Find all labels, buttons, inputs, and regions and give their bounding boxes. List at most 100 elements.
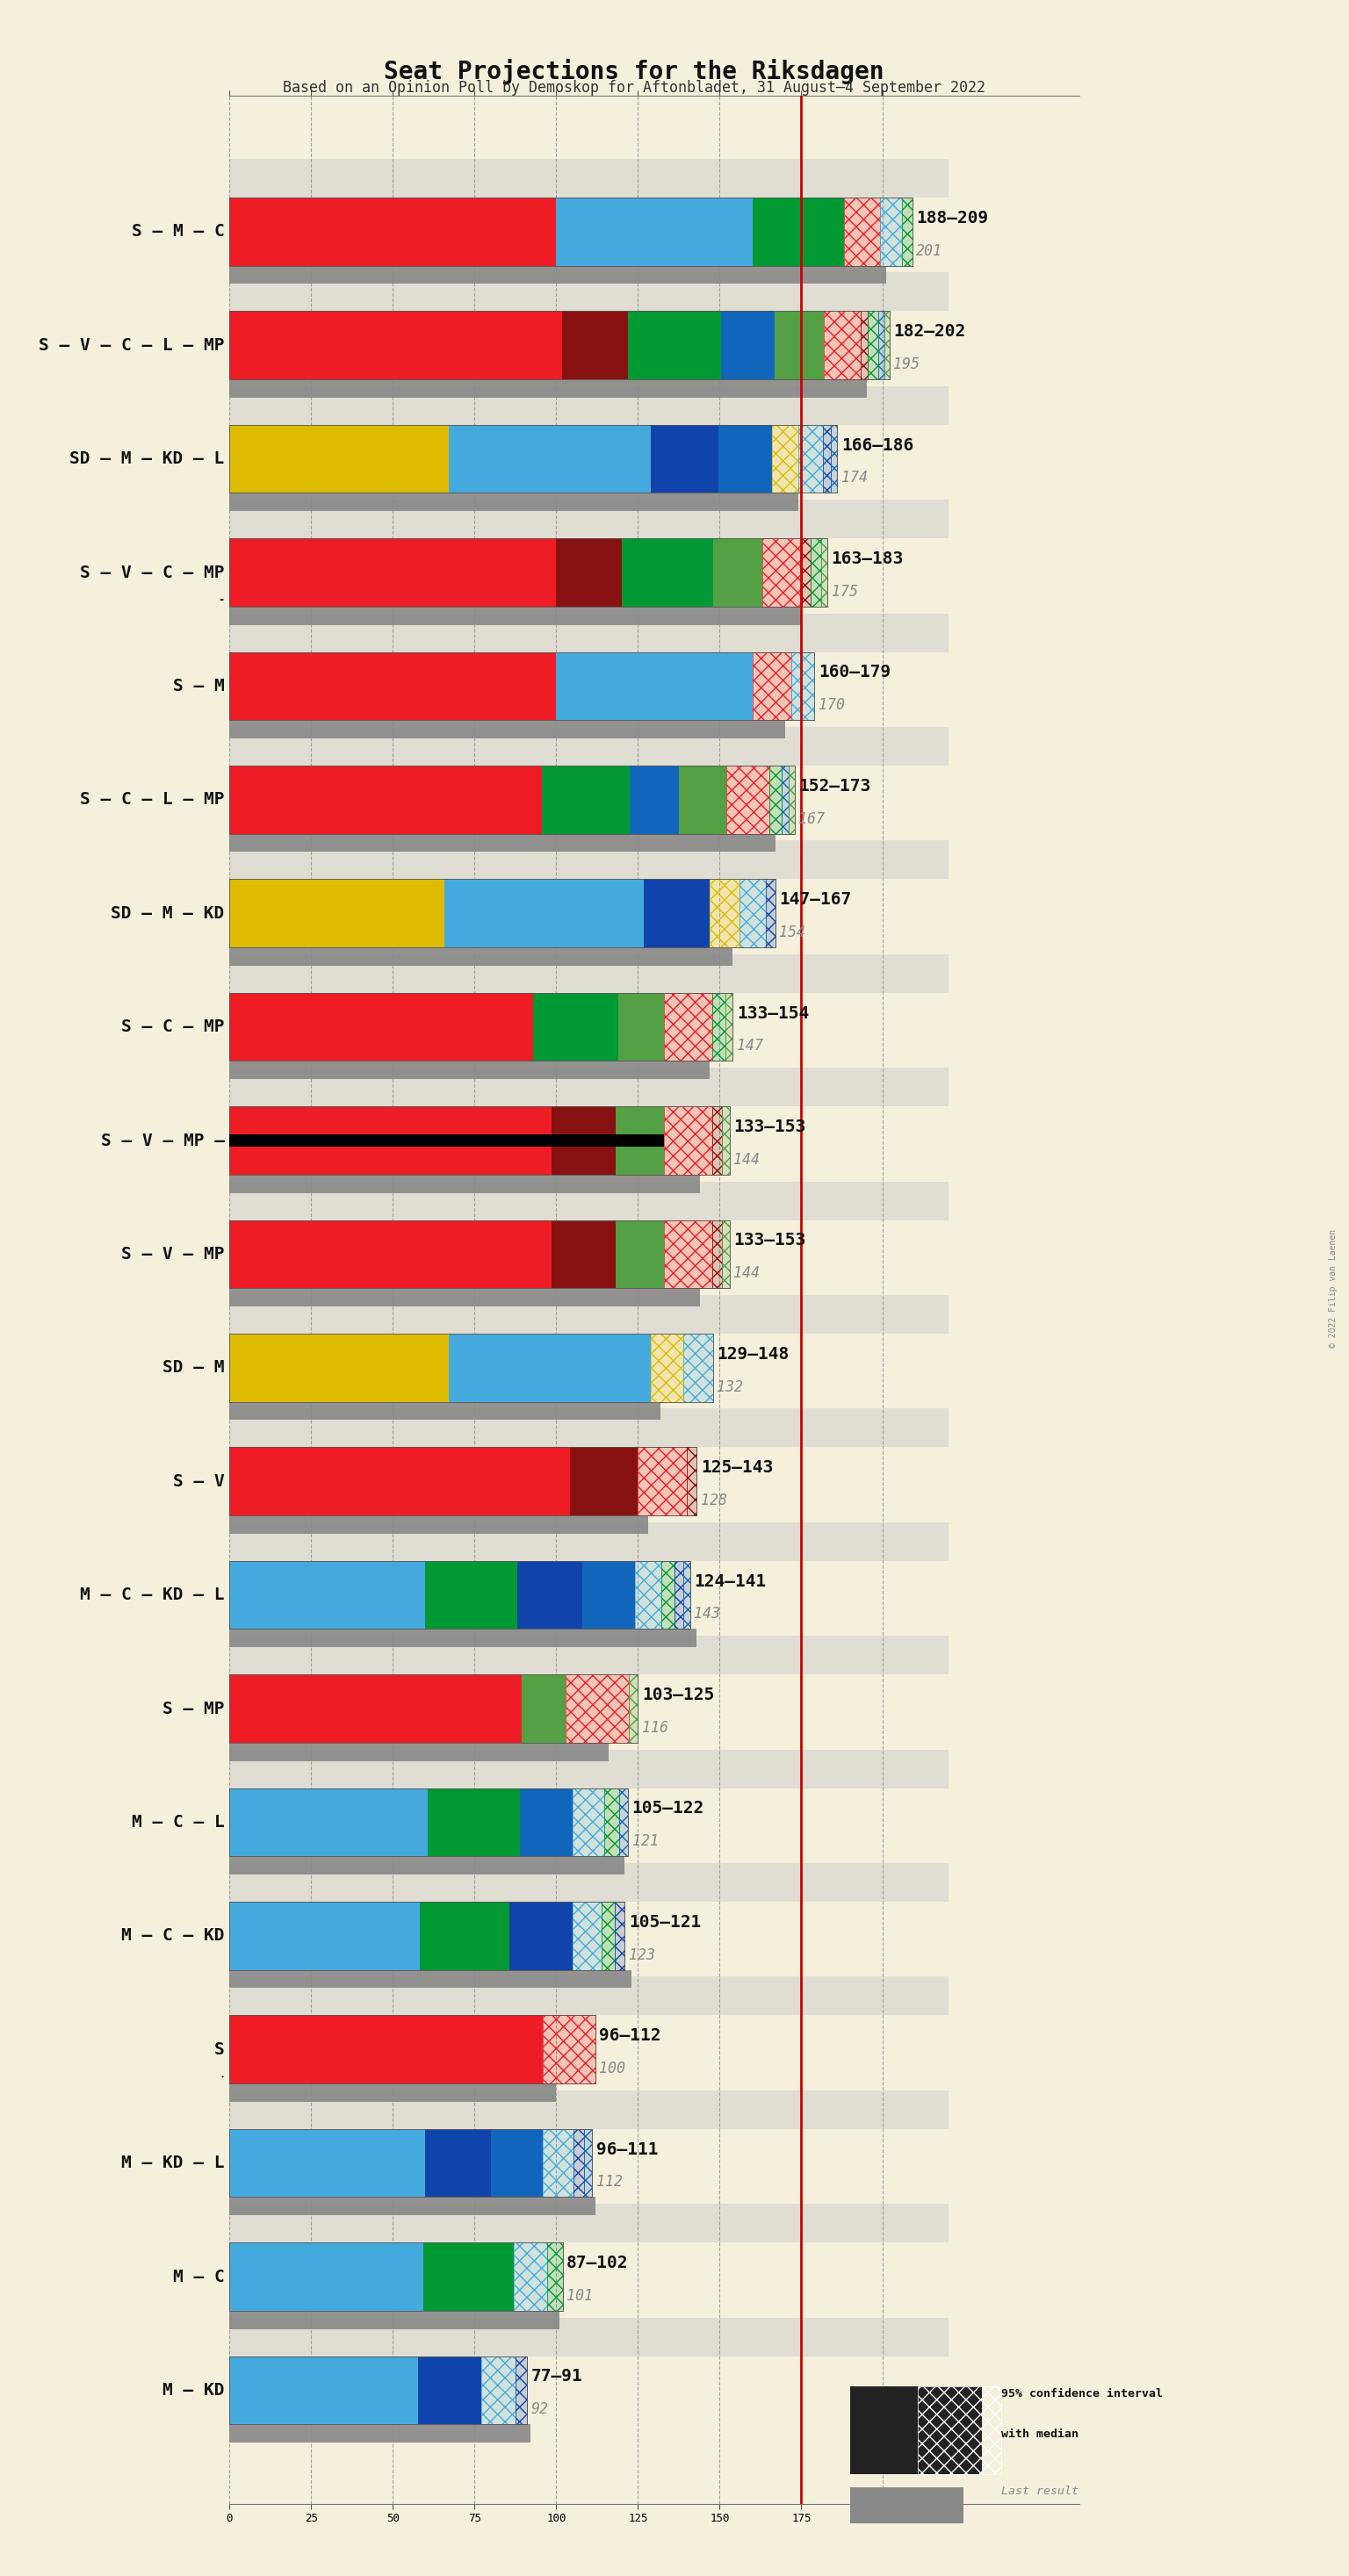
Bar <box>229 1401 661 1419</box>
Bar <box>229 492 799 510</box>
Text: 147: 147 <box>737 1038 764 1054</box>
Text: 96–111: 96–111 <box>596 2141 658 2159</box>
Text: S – M – C: S – M – C <box>132 224 224 240</box>
Bar <box>722 1108 730 1175</box>
Bar <box>726 765 769 835</box>
Text: 112: 112 <box>596 2174 622 2190</box>
Bar <box>229 500 948 538</box>
Bar <box>229 878 776 948</box>
Text: S – V – MP: S – V – MP <box>121 1247 224 1262</box>
Text: M – C: M – C <box>173 2269 224 2285</box>
Bar <box>229 538 556 605</box>
Bar <box>229 1628 697 1646</box>
Bar <box>522 1674 567 1744</box>
Bar <box>573 2128 584 2197</box>
Bar <box>229 1182 948 1221</box>
Bar <box>544 2014 595 2084</box>
Bar <box>229 721 785 739</box>
Bar <box>229 2128 425 2197</box>
Bar <box>881 198 902 265</box>
Text: S – MP: S – MP <box>162 1700 224 1718</box>
Text: S – V – C – L – MP: S – V – C – L – MP <box>39 337 224 353</box>
Bar <box>799 425 823 492</box>
Text: 105–122: 105–122 <box>633 1801 704 1816</box>
Bar <box>878 312 884 379</box>
Bar <box>229 2089 948 2128</box>
Text: 170: 170 <box>819 698 844 714</box>
Bar <box>712 992 726 1061</box>
Bar <box>774 312 824 379</box>
Bar <box>683 1561 691 1628</box>
Bar <box>664 1108 712 1175</box>
Bar <box>712 992 726 1061</box>
Bar <box>229 992 733 1061</box>
Bar <box>584 2128 592 2197</box>
Bar <box>229 2197 595 2215</box>
Bar <box>917 2385 1001 2476</box>
Bar <box>229 1221 552 1288</box>
Bar <box>844 198 881 265</box>
Bar <box>638 1448 687 1515</box>
Text: 201: 201 <box>916 242 943 258</box>
Text: Based on an Opinion Poll by Demoskop for Aftonbladet, 31 August–4 September 2022: Based on an Opinion Poll by Demoskop for… <box>283 80 985 95</box>
Bar <box>803 538 811 605</box>
Bar <box>867 312 878 379</box>
Bar <box>229 1334 714 1401</box>
Bar <box>229 1448 569 1515</box>
Bar <box>722 1108 730 1175</box>
Bar <box>229 1288 700 1306</box>
Bar <box>572 1788 604 1857</box>
Bar <box>229 1296 948 1334</box>
Bar <box>661 1561 674 1628</box>
Bar <box>533 992 618 1061</box>
Bar <box>229 1744 608 1762</box>
Text: 103–125: 103–125 <box>642 1687 714 1703</box>
Bar <box>229 273 948 312</box>
Bar <box>629 1674 638 1744</box>
Bar <box>229 1108 552 1175</box>
Bar <box>515 2357 526 2424</box>
Text: 124–141: 124–141 <box>695 1574 766 1589</box>
Bar <box>229 2014 595 2084</box>
Bar <box>722 312 774 379</box>
Text: 101: 101 <box>567 2287 594 2303</box>
Bar <box>229 2084 556 2102</box>
Bar <box>629 765 680 835</box>
Text: M – C – L: M – C – L <box>132 1814 224 1832</box>
Bar <box>615 1221 664 1288</box>
Bar <box>229 198 912 265</box>
Text: 175: 175 <box>831 585 858 600</box>
Text: 105–121: 105–121 <box>629 1914 701 1929</box>
Bar <box>229 1069 948 1108</box>
Text: Seat Projections for the Riksdagen: Seat Projections for the Riksdagen <box>384 59 884 85</box>
Bar <box>878 312 884 379</box>
Bar <box>229 2357 527 2424</box>
Text: 166–186: 166–186 <box>842 438 913 453</box>
Bar <box>712 1108 722 1175</box>
Text: 132: 132 <box>718 1378 743 1394</box>
Bar <box>710 878 739 948</box>
Bar <box>229 1857 625 1875</box>
Bar <box>766 878 776 948</box>
Bar <box>514 2244 548 2311</box>
Text: M – C – KD – L: M – C – KD – L <box>80 1587 224 1602</box>
Bar <box>418 2357 482 2424</box>
Bar <box>229 1674 638 1744</box>
Bar <box>229 1788 428 1857</box>
Bar <box>652 1334 684 1401</box>
Bar <box>622 538 714 605</box>
Text: S – M: S – M <box>173 677 224 696</box>
Bar <box>552 1221 615 1288</box>
Bar <box>542 765 629 835</box>
Bar <box>781 765 788 835</box>
Text: 195: 195 <box>893 355 920 374</box>
Bar <box>229 953 948 992</box>
Text: 143: 143 <box>695 1607 720 1623</box>
Bar <box>229 379 867 397</box>
Text: 144: 144 <box>734 1265 759 1280</box>
Bar <box>791 652 815 721</box>
Bar <box>556 652 753 721</box>
Bar <box>509 1901 572 1971</box>
Text: 133–153: 133–153 <box>734 1118 805 1136</box>
Text: 96–112: 96–112 <box>599 2027 661 2045</box>
